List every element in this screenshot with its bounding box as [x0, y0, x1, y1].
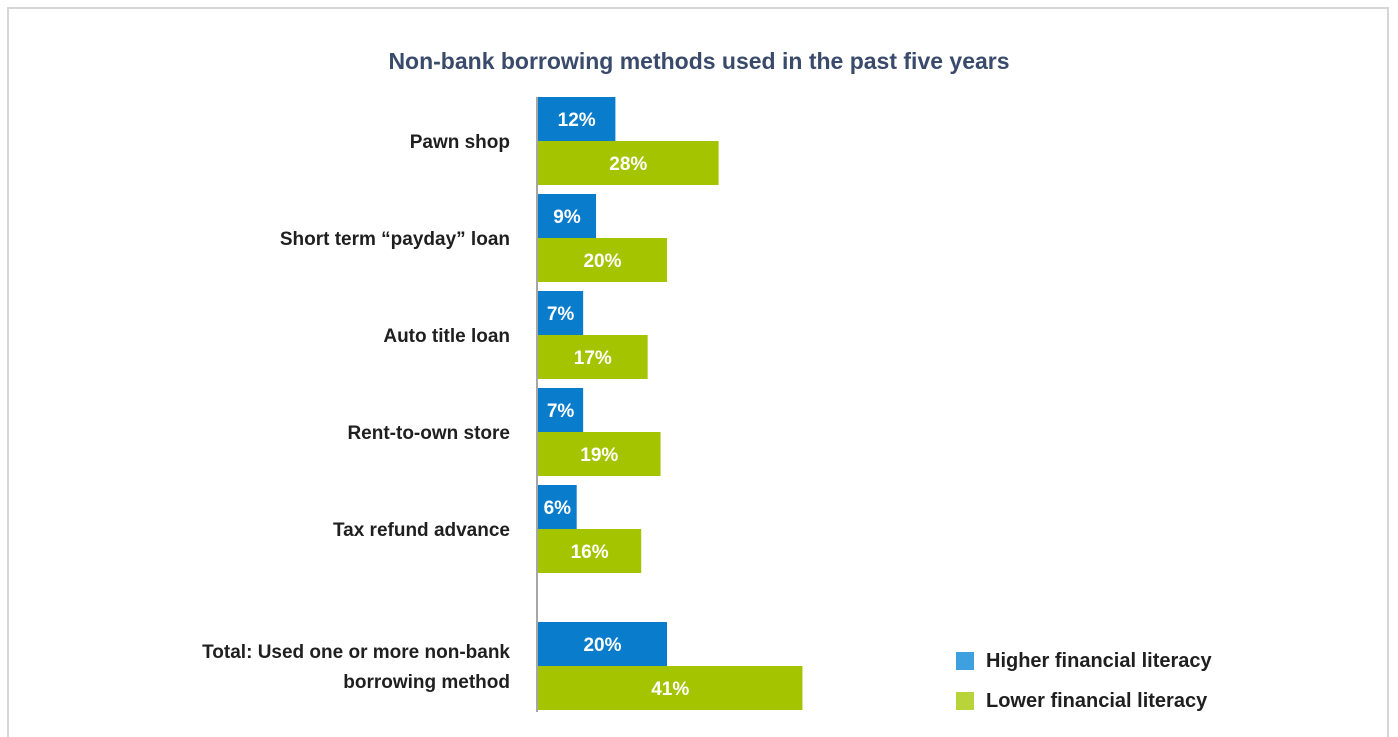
legend-label-higher: Higher financial literacy: [986, 649, 1212, 672]
bar-label-lower-2: 17%: [574, 348, 612, 369]
category-label-1: Short term “payday” loan: [280, 229, 510, 250]
legend-swatch-lower: [956, 692, 974, 710]
bar-label-higher-3: 7%: [547, 401, 575, 422]
legend-label-lower: Lower financial literacy: [986, 689, 1208, 712]
legend: Higher financial literacy Lower financia…: [956, 648, 1212, 728]
bars-group: 12% 28% Pawn shop 9% 20% Short term “payday” …: [202, 97, 803, 710]
bar-lower-4: [538, 529, 642, 573]
bar-higher-1: [538, 194, 597, 238]
category-label-5-line-1: borrowing method: [343, 672, 510, 693]
category-label-5-line-0: Total: Used one or more non-bank: [202, 642, 510, 663]
bar-higher-0: [538, 97, 616, 141]
bar-higher-5: [538, 622, 667, 666]
bar-lower-2: [538, 335, 648, 379]
chart-frame: [7, 7, 1389, 737]
bar-label-lower-0: 28%: [609, 154, 647, 175]
legend-item-lower: Lower financial literacy: [956, 688, 1212, 714]
bar-label-higher-0: 12%: [558, 110, 596, 131]
bar-higher-3: [538, 388, 584, 432]
bar-label-lower-5: 41%: [651, 679, 689, 700]
bar-higher-4: [538, 485, 577, 529]
bar-lower-0: [538, 141, 719, 185]
bar-label-higher-5: 20%: [583, 635, 621, 656]
bar-lower-1: [538, 238, 667, 282]
legend-item-higher: Higher financial literacy: [956, 648, 1212, 674]
category-label-2: Auto title loan: [383, 326, 510, 347]
bar-label-higher-1: 9%: [553, 207, 581, 228]
chart-title: Non-bank borrowing methods used in the p…: [388, 48, 1010, 74]
bar-label-lower-3: 19%: [580, 445, 618, 466]
category-label-4: Tax refund advance: [333, 520, 510, 541]
legend-swatch-higher: [956, 652, 974, 670]
bar-higher-2: [538, 291, 584, 335]
bar-label-higher-4: 6%: [544, 498, 572, 519]
bar-lower-3: [538, 432, 661, 476]
category-label-0: Pawn shop: [410, 132, 510, 153]
category-label-3: Rent-to-own store: [347, 423, 510, 444]
bar-label-lower-1: 20%: [583, 251, 621, 272]
bar-lower-5: [538, 666, 803, 710]
bar-label-lower-4: 16%: [571, 542, 609, 563]
bar-label-higher-2: 7%: [547, 304, 575, 325]
